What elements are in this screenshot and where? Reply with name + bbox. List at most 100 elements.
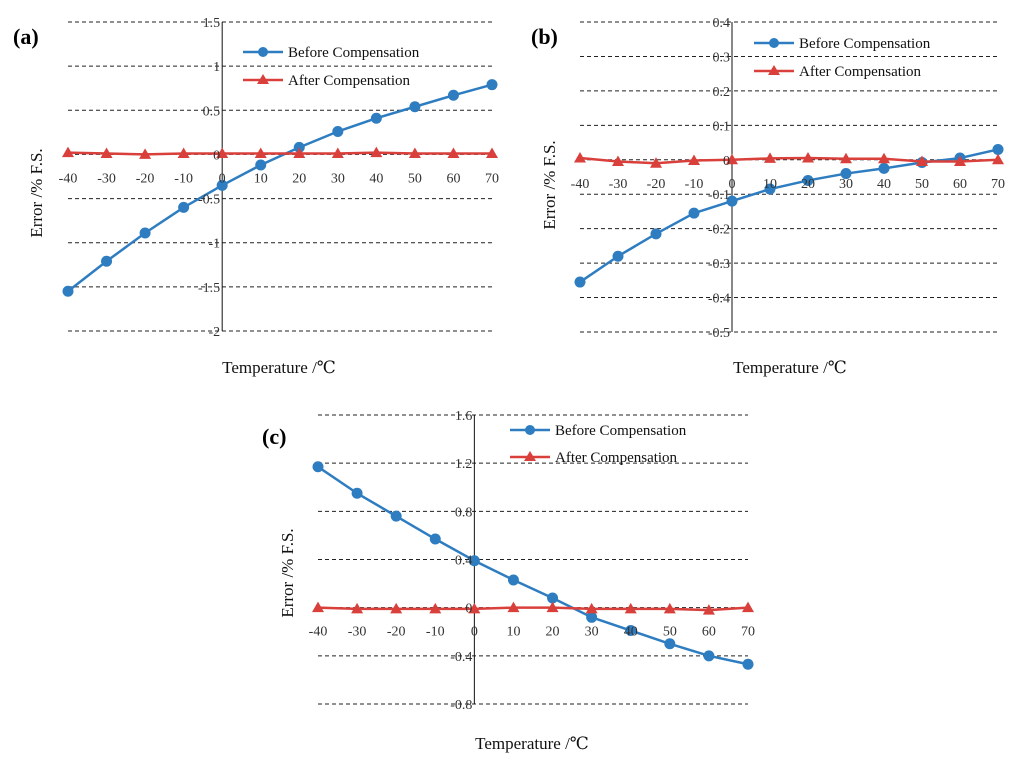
x-tick-label: 20 xyxy=(801,177,815,192)
series-before-point xyxy=(840,168,852,180)
series-after-point xyxy=(688,154,700,165)
series-before-point xyxy=(429,533,441,545)
x-tick-label: 40 xyxy=(624,625,638,640)
series-after-point xyxy=(726,153,738,165)
legend-before-marker xyxy=(258,47,268,57)
series-before-point xyxy=(726,195,738,207)
panel-c-series xyxy=(312,461,754,670)
y-tick-label: -2 xyxy=(209,325,221,340)
y-tick-label: 0.8 xyxy=(455,505,473,520)
series-after-point xyxy=(546,601,559,613)
y-tick-label: 0.4 xyxy=(455,554,473,569)
x-tick-label: 70 xyxy=(991,177,1005,192)
series-after-point xyxy=(663,602,676,614)
x-tick-label: -30 xyxy=(97,171,116,186)
series-after-point xyxy=(650,157,662,168)
y-tick-label: 1 xyxy=(213,60,220,75)
y-tick-label: -0.3 xyxy=(708,257,730,272)
series-before-point xyxy=(351,487,363,499)
panel-c-label: (c) xyxy=(262,424,286,449)
series-before-point xyxy=(574,276,586,288)
panel-a-legend: Before Compensation After Compensation xyxy=(243,45,420,89)
x-tick-label: 60 xyxy=(953,177,967,192)
legend-after-marker xyxy=(257,74,269,84)
series-before-point xyxy=(62,285,74,297)
series-after-point xyxy=(254,147,267,159)
series-before-point xyxy=(255,159,267,171)
y-tick-label: -1.5 xyxy=(198,281,220,296)
series-before-point xyxy=(293,141,305,153)
y-tick-label: 0.4 xyxy=(713,16,731,31)
x-tick-label: -10 xyxy=(685,177,704,192)
series-after-point xyxy=(624,602,637,614)
series-before-point xyxy=(586,611,598,623)
panel-b-ylabel: Error /% F.S. xyxy=(540,140,559,229)
x-tick-label: -20 xyxy=(136,171,155,186)
series-after-point xyxy=(764,152,776,163)
y-tick-label: 1.5 xyxy=(203,16,221,31)
series-before-line xyxy=(67,83,493,293)
panel-b-label: (b) xyxy=(531,24,558,49)
x-tick-label: -10 xyxy=(426,625,445,640)
series-after-point xyxy=(139,148,152,159)
series-after-line xyxy=(579,156,999,165)
series-before-point xyxy=(507,574,519,586)
x-tick-label: 10 xyxy=(254,171,268,186)
y-tick-label: -0.2 xyxy=(708,223,730,238)
x-tick-label: -40 xyxy=(571,177,590,192)
series-before-point xyxy=(878,162,890,174)
series-before-point xyxy=(625,625,637,637)
panel-b-series xyxy=(574,143,1004,288)
x-tick-label: 60 xyxy=(702,625,716,640)
legend-after-marker xyxy=(768,65,780,75)
y-tick-label: 0.1 xyxy=(713,119,731,134)
series-before-point xyxy=(764,183,776,195)
legend-before-label: Before Compensation xyxy=(799,36,931,52)
y-tick-label: -0.5 xyxy=(708,326,730,341)
series-before-point xyxy=(101,255,113,267)
series-after-point xyxy=(916,155,928,166)
y-tick-label: 0.3 xyxy=(713,50,731,65)
x-tick-label: 40 xyxy=(877,177,891,192)
series-after-point xyxy=(370,146,383,158)
panel-c: (c) 1.61.20.80.40-0.4-0.8 -40 -30 -20 -10 0 1… xyxy=(262,409,755,753)
series-before-point xyxy=(486,79,498,91)
x-tick-label: 0 xyxy=(471,625,478,640)
series-before-point xyxy=(688,207,700,219)
series-after-line xyxy=(317,606,749,612)
series-before-line xyxy=(317,465,749,666)
series-before-point xyxy=(178,201,190,213)
series-after-point xyxy=(100,147,113,159)
y-tick-label: 0.2 xyxy=(713,85,731,100)
series-before-point xyxy=(802,174,814,186)
series-before-point xyxy=(612,250,624,262)
series-after-point xyxy=(429,602,442,614)
legend-before-label: Before Compensation xyxy=(288,45,420,61)
panel-a-gridlines xyxy=(68,21,492,332)
series-after-point xyxy=(331,147,344,159)
series-before-point xyxy=(409,101,421,113)
y-tick-label: -1 xyxy=(209,237,221,252)
legend-after-marker xyxy=(524,451,536,461)
series-after-point xyxy=(62,146,74,158)
y-tick-label: 1.6 xyxy=(455,409,473,424)
y-tick-label: -0.1 xyxy=(708,188,730,203)
x-tick-label: 0 xyxy=(729,177,736,192)
x-tick-label: 60 xyxy=(446,171,460,186)
series-after-point xyxy=(802,152,814,163)
panel-b-x-ticks: -40 -30 -20 -10 0 10 20 30 40 50 60 70 xyxy=(571,177,1005,192)
series-before-point xyxy=(216,179,228,191)
panel-b-gridlines xyxy=(580,21,998,333)
panel-a-y-ticks: 1.5 1 0.5 0 -0.5 -1 -1.5 -2 xyxy=(198,16,220,340)
series-before-line xyxy=(579,148,999,284)
series-before-point xyxy=(139,227,151,239)
series-after-point xyxy=(408,147,421,159)
panel-a: (a) 1.5 1 0.5 0 -0.5 -1 -1.5 -2 -40 -30 -20 -10 0 10… xyxy=(13,16,499,377)
x-tick-label: 30 xyxy=(585,625,599,640)
y-tick-label: -0.5 xyxy=(198,193,220,208)
series-before-point xyxy=(742,658,754,670)
series-after-point xyxy=(507,601,520,613)
panel-c-legend: Before Compensation After Compensation xyxy=(510,423,687,466)
series-after-point xyxy=(468,602,481,614)
x-tick-label: 0 xyxy=(219,171,226,186)
